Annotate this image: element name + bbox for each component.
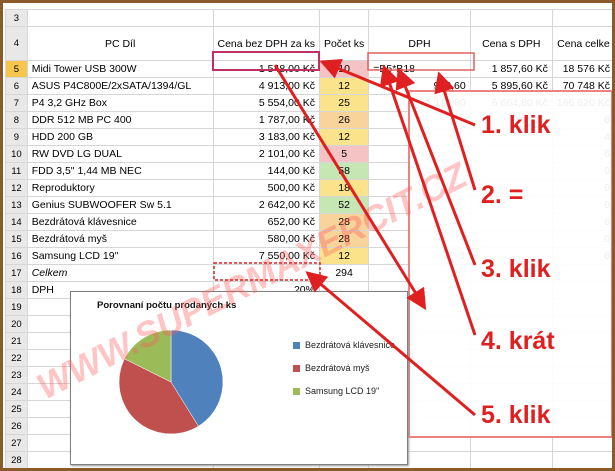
cell-qty[interactable]: 52 [318, 196, 370, 214]
annotation-layer: WWW.SUPERMAXERCIT.CZ [30, 51, 477, 417]
pie-slice-1[interactable] [118, 358, 199, 435]
row-header: 22 [5, 349, 28, 367]
spreadsheet: 3 4 PC Díl Cena bez DPH za ks Počet ks DPH Cen… [5, 5, 612, 468]
arrow-5 [305, 271, 476, 417]
arrow-3 [395, 67, 477, 266]
row-header: 12 [5, 179, 28, 197]
row-header: 24 [5, 383, 28, 401]
cell-total[interactable]: 18 576 Kč [551, 60, 612, 78]
pie-slice-0[interactable] [170, 329, 224, 427]
column-header-price[interactable]: Cena bez DPH za ks [212, 26, 320, 61]
column-header-qty[interactable]: Počet ks [318, 26, 370, 61]
cell-part-name[interactable]: Bezdrátová myš [26, 230, 214, 248]
cell-price[interactable]: 144,00 Kč [212, 162, 320, 180]
row-header: 6 [5, 77, 28, 95]
blank-overlay-panel [408, 90, 612, 438]
legend-item: Samsung LCD 19'' [293, 386, 395, 398]
cell-qty[interactable]: 28 [318, 230, 370, 248]
row-header: 16 [5, 247, 28, 265]
rate-cell-box [213, 262, 321, 281]
row-header: 17 [5, 264, 28, 282]
cell-qty[interactable]: 58 [318, 162, 370, 180]
chart-title: Porovnaní počtu prodaných ks [97, 300, 237, 311]
arrow-2 [434, 71, 477, 191]
cell-price[interactable]: 580,00 Kč [212, 230, 320, 248]
cell-qty[interactable]: 26 [318, 111, 370, 129]
row-header: 10 [5, 145, 28, 163]
legend-swatch [293, 388, 300, 395]
arrow-1 [319, 59, 476, 127]
pie-plot [118, 329, 224, 435]
cell-part-name[interactable]: Genius SUBWOOFER Sw 5.1 [26, 196, 214, 214]
cell-price[interactable]: 500,00 Kč [212, 179, 320, 197]
pie-slice-2[interactable] [124, 329, 172, 383]
row-header: 21 [5, 332, 28, 350]
pie-chart[interactable]: Porovnaní počtu prodaných ks Bezdrátová … [70, 291, 408, 465]
chart-legend: Bezdrátová klávesnice Bezdrátová myš Sam… [293, 340, 395, 409]
grid-row: 3 [5, 9, 612, 27]
column-header-name[interactable]: PC Díl [26, 26, 214, 61]
cell-qty[interactable]: 18 [318, 179, 370, 197]
annotation-step1: 1. klik [481, 111, 551, 139]
arrow-4 [379, 64, 477, 336]
legend-item: Bezdrátová klávesnice [293, 340, 395, 352]
arrow-b5-diag [273, 64, 427, 311]
legend-label: Bezdrátová myš [305, 363, 370, 373]
cell-price[interactable]: 3 183,00 Kč [212, 128, 320, 146]
cell-part-name[interactable]: Midi Tower USB 300W [26, 60, 214, 78]
row-header: 5 [5, 60, 28, 78]
legend-label: Samsung LCD 19'' [305, 386, 380, 396]
annotation-step5: 5. klik [481, 401, 551, 429]
cell-qty[interactable]: 12 [318, 247, 370, 265]
header-row: 4 PC Díl Cena bez DPH za ks Počet ks DPH Cena… [5, 26, 612, 61]
column-header-price_vat[interactable]: Cena s DPH [469, 26, 553, 61]
cell-qty[interactable]: 12 [318, 77, 370, 95]
legend-item: Bezdrátová myš [293, 363, 395, 375]
cell-qty[interactable]: 12 [318, 128, 370, 146]
row-header: 13 [5, 196, 28, 214]
column-header-vat[interactable]: DPH [368, 26, 471, 61]
row-header: 23 [5, 366, 28, 384]
row-header: 14 [5, 213, 28, 231]
annotation-step3: 3. klik [481, 255, 551, 283]
annotation-step4: 4. krát [481, 327, 555, 355]
cell[interactable] [551, 451, 612, 468]
column-header-total[interactable]: Cena celke [551, 26, 612, 61]
legend-label: Bezdrátová klávesnice [305, 340, 396, 350]
legend-swatch [293, 365, 300, 372]
row-header: 4 [5, 26, 28, 61]
row-header: 18 [5, 281, 28, 299]
legend-swatch [293, 342, 300, 349]
cell-part-name[interactable]: P4 3,2 GHz Box [26, 94, 214, 112]
row-header: 28 [5, 451, 28, 468]
selection-box-b5 [212, 51, 320, 71]
formula-cell-box [367, 52, 475, 71]
annotation-step2: 2. = [481, 181, 524, 209]
row-header: 9 [5, 128, 28, 146]
cell-price[interactable]: 2 642,00 Kč [212, 196, 320, 214]
